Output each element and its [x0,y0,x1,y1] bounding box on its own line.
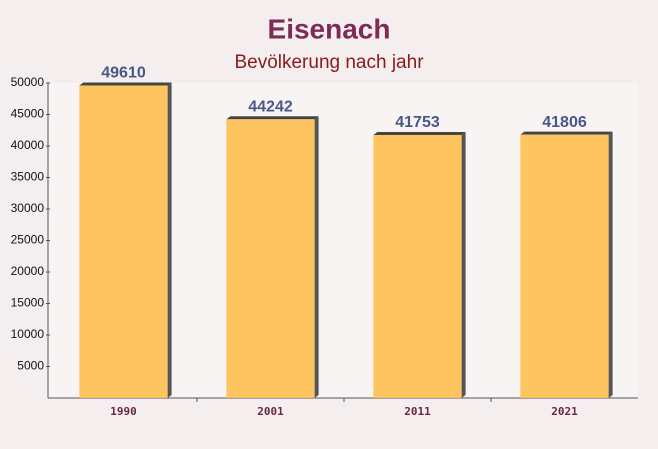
bar-shadow-top [226,116,319,120]
y-tick-label: 5000 [17,359,44,373]
bar [373,134,462,398]
y-tick-label: 45000 [11,107,45,121]
x-tick-label: 2001 [257,405,284,418]
value-label: 41753 [395,114,440,131]
bar [226,119,315,399]
value-label: 49610 [101,65,146,82]
x-tick-label: 2021 [551,405,578,418]
chart-title: Eisenach [268,13,391,44]
value-label: 41806 [542,114,587,131]
value-label: 44242 [248,98,293,115]
bar [520,134,609,398]
y-tick-label: 15000 [11,296,45,310]
bar [79,85,168,398]
bar-shadow-top [373,131,466,135]
bar-shadow-top [79,82,172,86]
y-tick-label: 25000 [11,233,45,247]
y-tick-label: 50000 [11,75,45,89]
y-tick-label: 20000 [11,264,45,278]
bar-shadow [461,131,466,398]
x-tick-label: 2011 [404,405,431,418]
chart-subtitle: Bevölkerung nach jahr [234,52,424,73]
bar-shadow-top [520,131,613,135]
bar-shadow [167,82,172,398]
bar-shadow [608,131,613,398]
y-tick-label: 35000 [11,170,45,184]
x-tick-label: 1990 [110,405,137,418]
y-tick-label: 40000 [11,138,45,152]
bar-shadow [314,116,319,399]
y-tick-label: 30000 [11,201,45,215]
y-tick-label: 10000 [11,327,45,341]
